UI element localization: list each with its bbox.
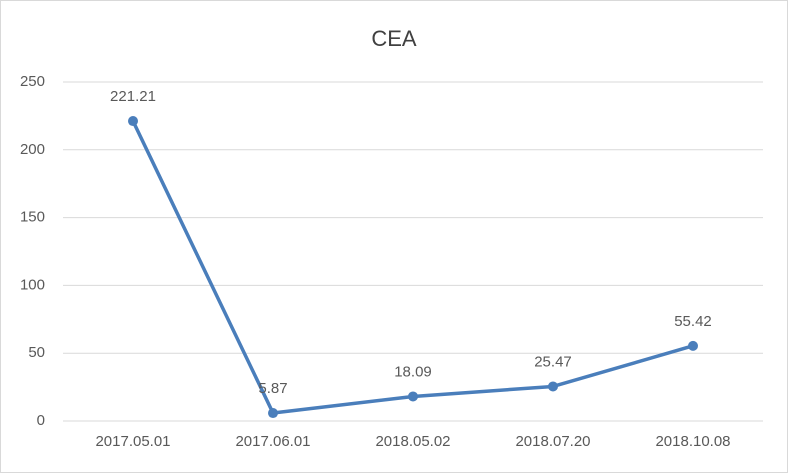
- data-label: 18.09: [394, 363, 432, 380]
- x-tick-label: 2017.06.01: [235, 433, 310, 450]
- chart-title: CEA: [371, 26, 417, 51]
- data-label: 55.42: [674, 313, 712, 330]
- data-point: [408, 391, 418, 402]
- y-tick-label: 150: [20, 209, 45, 226]
- y-tick-label: 250: [20, 73, 45, 90]
- x-tick-label: 2017.05.01: [95, 433, 170, 450]
- data-label: 221.21: [110, 88, 156, 105]
- data-label: 25.47: [534, 353, 572, 370]
- y-tick-label: 100: [20, 276, 45, 293]
- x-tick-label: 2018.07.20: [515, 433, 590, 450]
- y-tick-label: 50: [28, 344, 45, 361]
- y-tick-label: 200: [20, 141, 45, 158]
- data-point: [128, 116, 138, 127]
- x-tick-label: 2018.05.02: [375, 433, 450, 450]
- y-tick-label: 0: [37, 412, 45, 429]
- data-point: [688, 340, 698, 351]
- data-point: [268, 408, 278, 419]
- x-tick-label: 2018.10.08: [655, 433, 730, 450]
- data-point: [548, 381, 558, 392]
- data-label: 5.87: [258, 380, 287, 397]
